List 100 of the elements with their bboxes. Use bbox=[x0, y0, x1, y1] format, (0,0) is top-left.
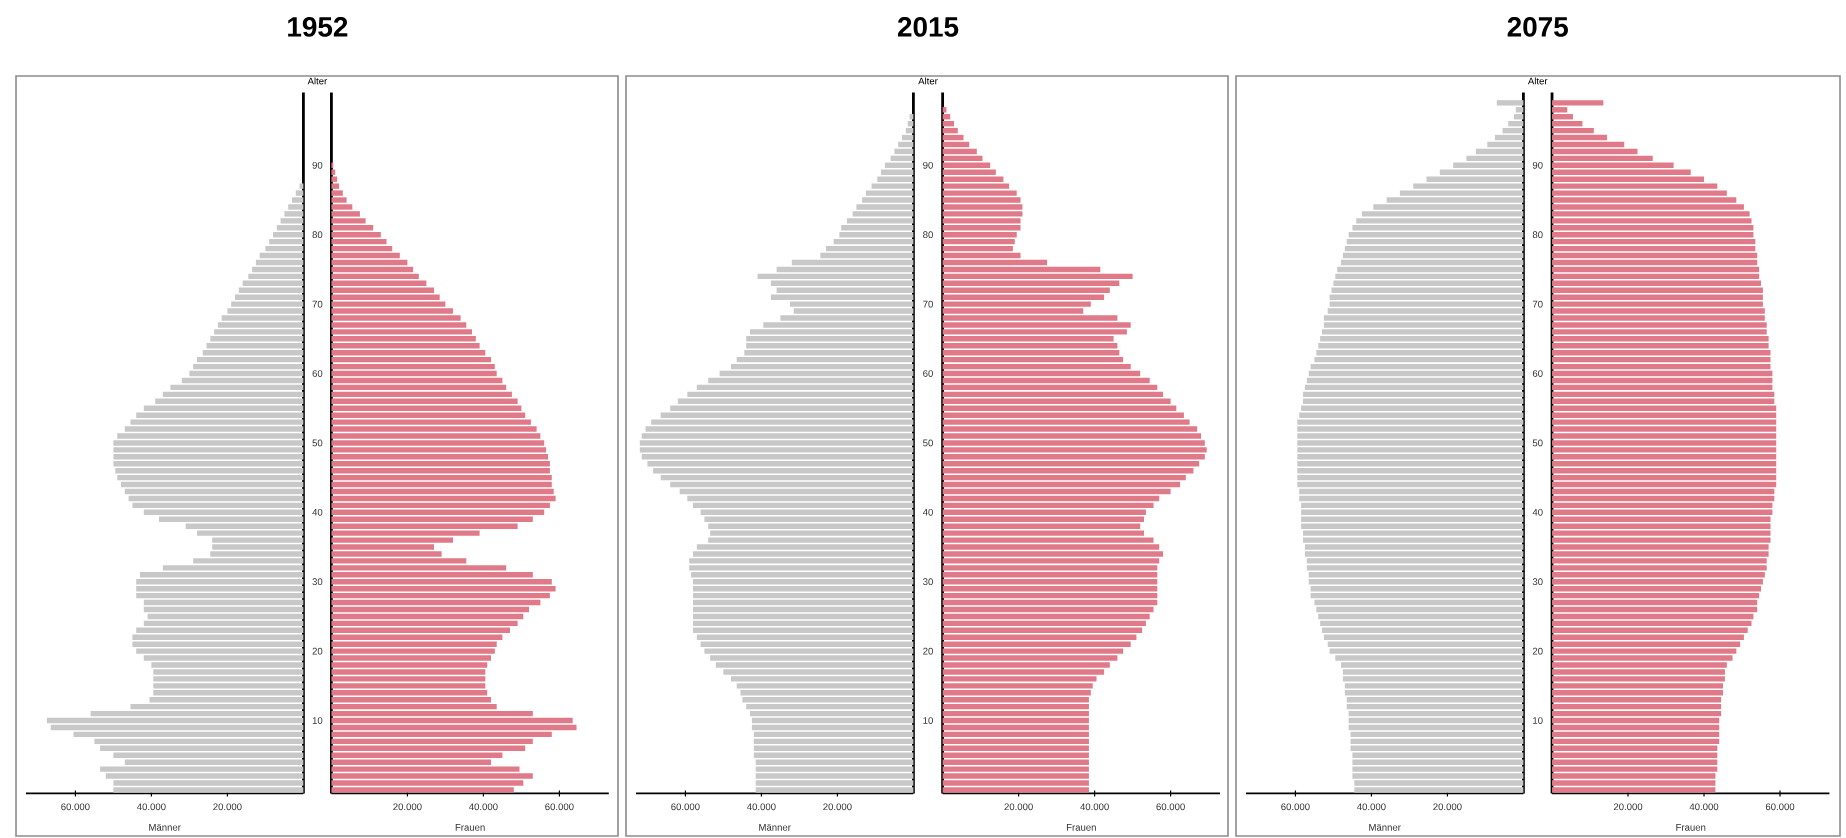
bar bbox=[140, 572, 304, 578]
bar bbox=[862, 197, 914, 203]
bar bbox=[105, 773, 304, 779]
bar bbox=[331, 238, 387, 245]
bar bbox=[1350, 745, 1524, 751]
bar bbox=[942, 481, 1181, 488]
bar bbox=[1552, 356, 1771, 363]
bar bbox=[693, 620, 914, 627]
bar bbox=[942, 190, 1017, 196]
bar bbox=[1316, 350, 1524, 356]
bar bbox=[1303, 391, 1524, 398]
bar bbox=[147, 613, 304, 620]
bar bbox=[641, 454, 914, 460]
bar bbox=[723, 669, 914, 675]
bar bbox=[689, 558, 914, 564]
bar bbox=[221, 315, 304, 321]
bar bbox=[1348, 717, 1524, 724]
bar bbox=[235, 294, 304, 300]
bar bbox=[1344, 245, 1524, 252]
bar bbox=[942, 620, 1146, 627]
bar bbox=[113, 454, 304, 460]
bar bbox=[1341, 662, 1524, 668]
bar bbox=[1297, 461, 1524, 467]
bar bbox=[1552, 627, 1748, 634]
bar bbox=[871, 183, 914, 189]
bar bbox=[331, 509, 545, 516]
bar bbox=[331, 481, 552, 488]
bar bbox=[641, 433, 914, 439]
bar bbox=[715, 662, 914, 668]
bar bbox=[242, 280, 304, 287]
bar bbox=[942, 738, 1089, 745]
bar bbox=[942, 440, 1205, 446]
bar bbox=[1552, 454, 1777, 460]
bar bbox=[113, 447, 304, 453]
bar bbox=[331, 398, 518, 404]
bar bbox=[942, 461, 1200, 467]
bar bbox=[942, 745, 1089, 751]
bar bbox=[1552, 717, 1720, 724]
bar bbox=[877, 176, 914, 182]
bar bbox=[170, 384, 304, 391]
bar bbox=[942, 565, 1158, 571]
bar bbox=[942, 662, 1110, 668]
bar bbox=[1552, 398, 1775, 404]
bar bbox=[136, 579, 304, 585]
bar bbox=[693, 606, 914, 613]
bar bbox=[942, 787, 1089, 793]
bar bbox=[284, 211, 304, 217]
bar bbox=[331, 259, 408, 266]
bar bbox=[751, 717, 914, 724]
bar bbox=[1552, 690, 1724, 696]
bar bbox=[331, 370, 497, 377]
bar bbox=[1552, 405, 1777, 411]
bar bbox=[700, 509, 914, 516]
bar bbox=[252, 266, 304, 273]
bar bbox=[746, 336, 914, 342]
bar bbox=[942, 176, 1004, 182]
bar bbox=[750, 329, 914, 335]
bar bbox=[331, 190, 343, 196]
bar bbox=[331, 474, 552, 481]
bar bbox=[1552, 516, 1771, 522]
bar bbox=[331, 613, 524, 620]
bar bbox=[1552, 495, 1775, 502]
bar bbox=[1552, 745, 1718, 751]
bar bbox=[736, 356, 914, 363]
bar bbox=[1552, 558, 1767, 564]
bar bbox=[331, 245, 393, 252]
bar bbox=[1552, 572, 1765, 578]
bar bbox=[1552, 301, 1763, 307]
bar bbox=[1299, 488, 1524, 495]
bar bbox=[1327, 641, 1524, 647]
bar bbox=[753, 738, 914, 745]
bar bbox=[143, 599, 304, 606]
bar bbox=[1552, 537, 1771, 543]
bar bbox=[265, 245, 304, 252]
bar bbox=[689, 565, 914, 571]
bar bbox=[1346, 697, 1524, 703]
bar bbox=[1508, 120, 1524, 127]
bar bbox=[331, 488, 554, 495]
bar bbox=[1552, 266, 1760, 273]
bar bbox=[292, 197, 304, 203]
bar bbox=[736, 683, 914, 689]
bar bbox=[50, 724, 304, 731]
bar bbox=[331, 454, 549, 460]
bar bbox=[942, 613, 1150, 620]
bar bbox=[942, 516, 1145, 522]
bar bbox=[331, 641, 497, 647]
bar bbox=[331, 592, 550, 599]
bar bbox=[331, 405, 522, 411]
bar bbox=[189, 370, 304, 377]
bar bbox=[1552, 447, 1777, 453]
bar bbox=[942, 350, 1120, 356]
bar bbox=[1494, 134, 1524, 141]
bar bbox=[942, 579, 1158, 585]
bar bbox=[942, 502, 1154, 509]
bar bbox=[1316, 606, 1524, 613]
bar bbox=[1310, 585, 1524, 592]
bar bbox=[942, 245, 1013, 252]
bar bbox=[865, 190, 914, 196]
bar bbox=[1552, 752, 1718, 758]
bar bbox=[1552, 211, 1750, 217]
